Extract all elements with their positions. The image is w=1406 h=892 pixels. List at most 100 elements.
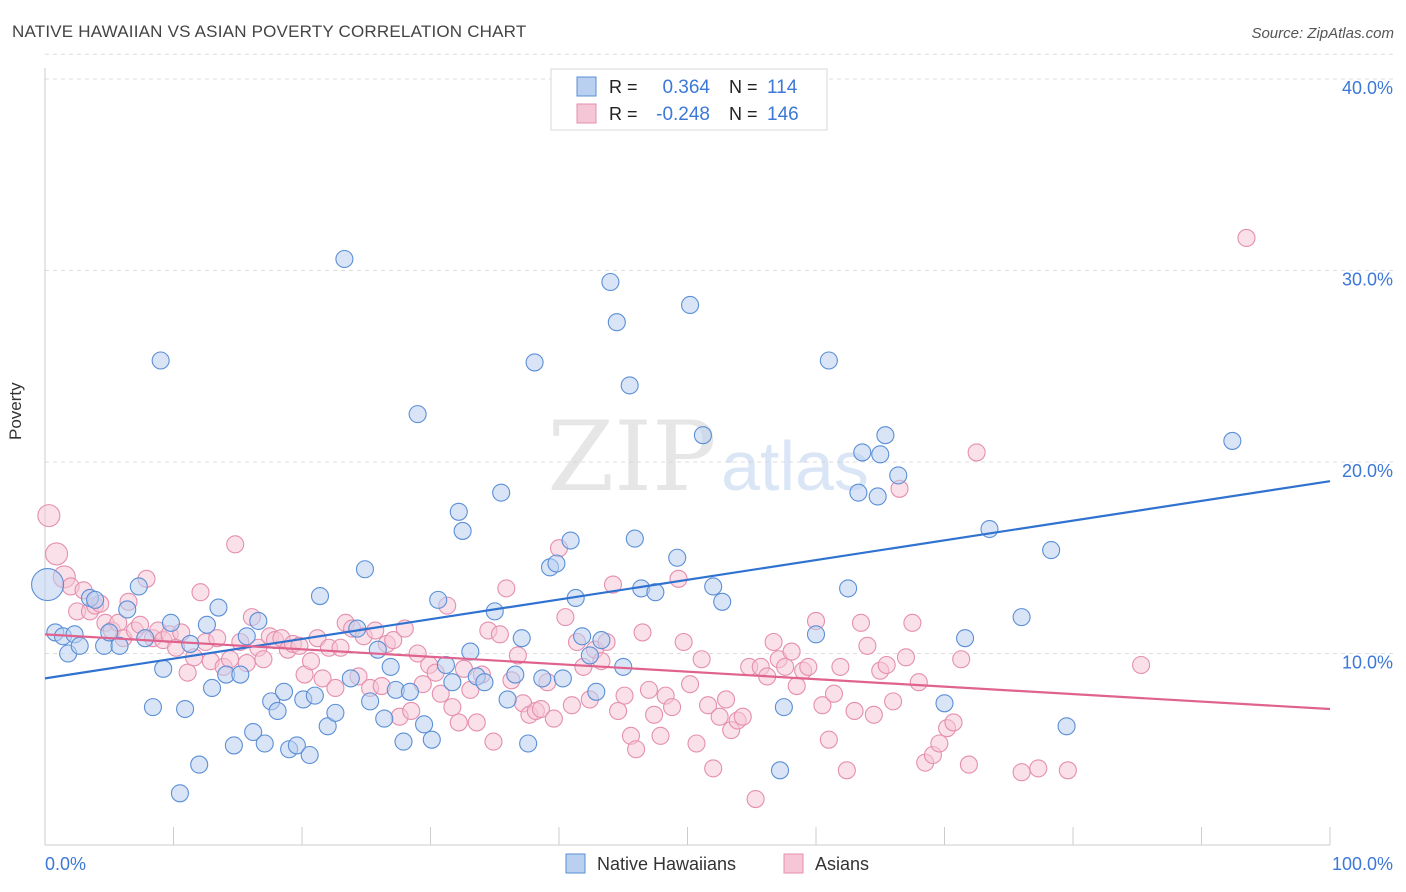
native-hawaiians-point (86, 590, 105, 609)
native-hawaiians-point (70, 636, 89, 655)
native-hawaiians-point (326, 703, 345, 722)
native-hawaiians-point (806, 625, 826, 644)
native-hawaiians-point (110, 636, 129, 655)
native-hawaiians-point (136, 629, 155, 648)
asians-point (508, 646, 527, 665)
asians-point (837, 761, 856, 780)
native-hawaiians-point (237, 627, 256, 646)
asians-point (562, 696, 581, 715)
native-hawaiians-point (681, 295, 700, 315)
y-tick-label: 30.0% (1342, 270, 1393, 290)
native-hawaiians-point (197, 615, 216, 634)
native-hawaiians-point (129, 577, 148, 596)
asians-point (746, 789, 765, 809)
native-hawaiians-point (512, 629, 531, 648)
legend-item-asians: Asians (815, 854, 869, 874)
native-hawaiians-point (368, 640, 387, 659)
native-hawaiians-point (176, 699, 195, 719)
native-hawaiians-point (1057, 717, 1076, 736)
asians-point (952, 650, 971, 669)
asians-point (851, 613, 871, 632)
asians-point (449, 713, 468, 732)
asians-point (443, 698, 462, 717)
asians-point (699, 696, 718, 715)
asians-point (366, 621, 385, 640)
native-hawaiians-point (573, 627, 592, 646)
native-hawaiians-point (249, 611, 268, 630)
asians-point (669, 569, 688, 588)
legend-r-label-2: R = (609, 104, 638, 124)
asians-point (220, 650, 240, 669)
native-hawaiians-point (143, 698, 162, 717)
native-hawaiians-point (693, 426, 712, 445)
native-hawaiians-point (449, 502, 468, 521)
native-hawaiians-point (244, 722, 263, 742)
asians-point (799, 657, 818, 676)
watermark-atlas: atlas (721, 427, 869, 505)
legend-n-label-1: N = (729, 77, 758, 97)
trend-lines (44, 480, 1331, 711)
native-hawaiians-point (625, 529, 644, 548)
native-hawaiians-point (224, 736, 243, 755)
asians-point (959, 755, 978, 774)
watermark: ZIP atlas (547, 401, 869, 513)
asians-point (710, 707, 729, 726)
asians-point (254, 650, 273, 669)
asians-point (764, 632, 783, 652)
asians-point (944, 713, 963, 732)
native-hawaiians-point (620, 376, 639, 395)
native-hawaiians-point (422, 730, 441, 749)
axes (44, 68, 1331, 846)
asians-point (776, 657, 795, 676)
native-hawaiians-point (498, 690, 517, 709)
native-hawaiians-point (492, 483, 511, 502)
asians-point (967, 443, 986, 462)
asians-point (692, 650, 711, 669)
native-hawaiians-point (876, 426, 895, 445)
asians-point (824, 684, 844, 703)
asians-point (484, 732, 503, 751)
legend-r-value-1: 0.364 (662, 77, 710, 98)
asians-point (384, 631, 403, 650)
native-hawaiians-point (100, 623, 119, 642)
asians-point (831, 657, 850, 676)
native-hawaiians-point (310, 586, 330, 606)
legend-n-value-2: 146 (767, 104, 799, 125)
asians-point (544, 709, 563, 728)
chart-title: NATIVE HAWAIIAN VS ASIAN POVERTY CORRELA… (12, 22, 527, 41)
native-hawaiians-point (305, 686, 324, 705)
native-hawaiians-point (394, 732, 413, 751)
native-hawaiians-point (408, 405, 427, 424)
asians-point (909, 673, 928, 692)
native-hawaiians-point (580, 646, 599, 665)
asians-point (1012, 763, 1031, 782)
native-hawaiians-point (31, 568, 65, 602)
asians-point (930, 734, 949, 753)
asians-point (681, 675, 700, 694)
asians-point (896, 648, 916, 667)
native-hawaiians-point (429, 590, 448, 609)
native-hawaiians-points (31, 249, 1242, 803)
native-hawaiians-point (1042, 541, 1061, 560)
native-hawaiians-point (335, 249, 354, 269)
native-hawaiians-point (607, 313, 626, 332)
asians-point (819, 730, 838, 749)
native-hawaiians-point (601, 272, 620, 292)
native-hawaiians-point (415, 715, 434, 734)
legend-n-label-2: N = (729, 104, 758, 124)
native-hawaiians-point (151, 351, 170, 370)
native-hawaiians-point (381, 657, 400, 676)
native-hawaiians-point (839, 579, 858, 598)
asians-point (313, 669, 332, 688)
legend-item-native-hawaiians-swatch (565, 853, 586, 874)
native-hawaiians-point (341, 669, 360, 688)
native-hawaiians-point (935, 694, 954, 713)
asians-point (733, 707, 752, 726)
native-hawaiians-point (300, 745, 319, 765)
legend-swatch-pink (576, 103, 597, 124)
native-hawaiians-point (849, 483, 868, 502)
asians-point (331, 638, 350, 657)
native-hawaiians-point (161, 613, 180, 632)
native-hawaiians-point (525, 353, 544, 372)
